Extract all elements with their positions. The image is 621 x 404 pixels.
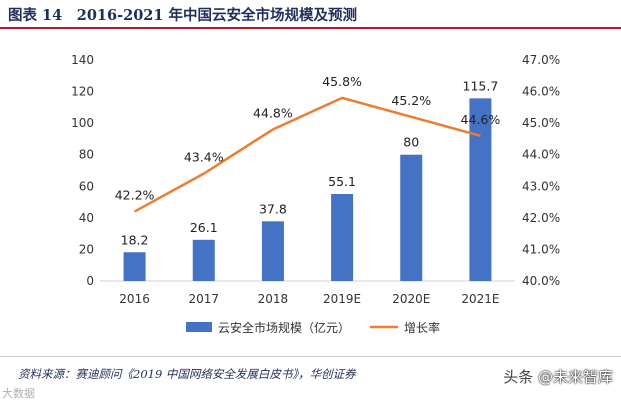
bar [469, 98, 492, 281]
y-right-tick-label: 40.0% [522, 274, 560, 288]
footer-divider [0, 356, 621, 357]
y-left-tick-label: 80 [79, 148, 94, 162]
watermark-prefix: 头条 [503, 368, 534, 386]
y-left-tick-label: 100 [71, 116, 94, 130]
watermark-left: 大数据 [2, 387, 35, 400]
chart: 0 20 40 60 80 100 120 140 40.0% 41.0% 42.0% 43.0% 44… [71, 53, 560, 335]
y-right-tick-label: 42.0% [522, 211, 560, 225]
y-left-tick-label: 60 [79, 179, 94, 193]
bar [192, 239, 215, 281]
y-right-tick-label: 46.0% [522, 85, 560, 99]
legend-line-label: 增长率 [404, 320, 440, 335]
line-value-label: 43.4% [184, 150, 224, 165]
title-divider [0, 27, 621, 29]
y-right-tick-label: 44.0% [522, 148, 560, 162]
bar-value-label: 115.7 [463, 78, 499, 93]
bar [331, 194, 354, 281]
bar-value-label: 55.1 [328, 174, 356, 189]
bar-value-label: 80 [403, 135, 419, 150]
y-left-tick-label: 40 [79, 211, 94, 225]
x-tick-label: 2016 [119, 292, 150, 306]
bar-value-label: 18.2 [121, 232, 149, 247]
bar-value-label: 37.8 [259, 201, 287, 216]
chart-title: 图表 14 2016-2021 年中国云安全市场规模及预测 [8, 7, 358, 24]
line-value-label: 44.8% [253, 105, 293, 120]
x-tick-label: 2019E [323, 292, 361, 306]
y-right-tick-label: 41.0% [522, 242, 560, 256]
y-right-tick-label: 47.0% [522, 53, 560, 67]
bar-value-label: 26.1 [190, 220, 218, 235]
bar [400, 154, 423, 281]
y-left-tick-label: 140 [71, 53, 94, 67]
y-right-tick-label: 45.0% [522, 116, 560, 130]
line-value-label: 44.6% [461, 112, 501, 127]
x-tick-label: 2020E [392, 292, 430, 306]
bar [261, 221, 284, 281]
line-value-label: 42.2% [115, 188, 155, 203]
bar [123, 252, 146, 281]
x-tick-label: 2018 [258, 292, 289, 306]
legend-bar-label: 云安全市场规模（亿元） [218, 320, 350, 335]
growth-line [133, 96, 481, 213]
y-right-tick-label: 43.0% [522, 179, 560, 193]
x-tick-label: 2017 [188, 292, 219, 306]
legend-bar-swatch [186, 322, 212, 332]
line-value-label: 45.2% [391, 93, 431, 108]
y-left-tick-label: 20 [79, 242, 94, 256]
source-note: 资料来源：赛迪顾问《2019 中国网络安全发展白皮书》，华创证券 [18, 367, 356, 381]
y-left-tick-label: 120 [71, 85, 94, 99]
watermark-right: 头条 @未来智库 [503, 366, 613, 387]
line-value-label: 45.8% [322, 74, 362, 89]
x-tick-label: 2021E [461, 292, 499, 306]
y-left-tick-label: 0 [86, 274, 94, 288]
watermark-brand: @未来智库 [537, 368, 613, 386]
